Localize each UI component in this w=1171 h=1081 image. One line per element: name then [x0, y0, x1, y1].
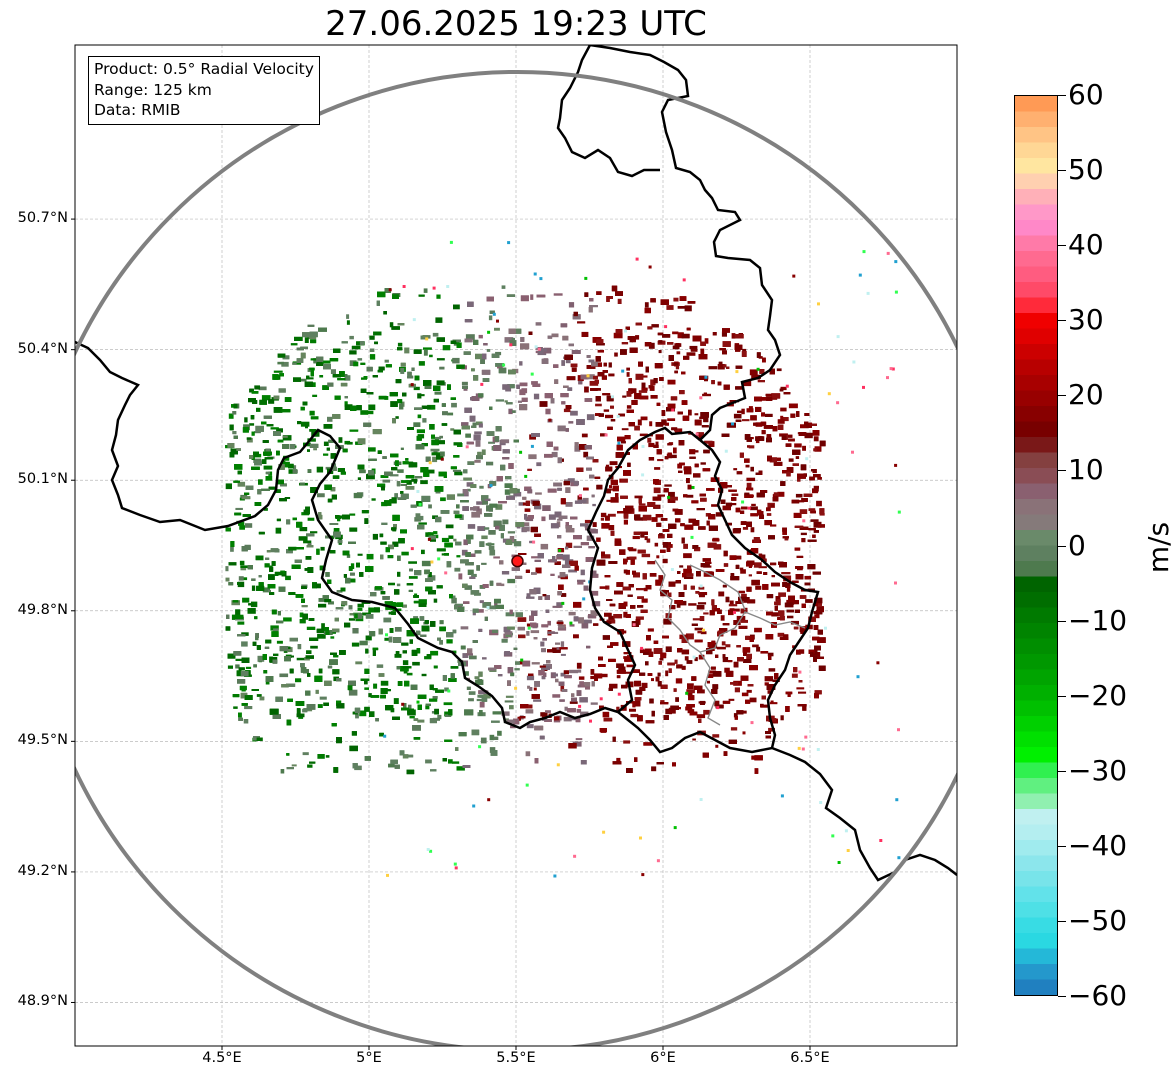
data-source-line: Data: RMIB — [94, 101, 181, 119]
colorbar-tick-label: 30 — [1068, 303, 1104, 337]
region-borders-luxembourg — [654, 559, 806, 726]
lon-tick-label: 5°E — [356, 1050, 382, 1066]
map-title: 27.06.2025 19:23 UTC — [325, 4, 707, 44]
colorbar-tick-label: 10 — [1068, 453, 1104, 487]
colorbar-tick-label: 60 — [1068, 78, 1104, 111]
colorbar-tick-label: −60 — [1068, 979, 1128, 1012]
colorbar-tick-label: 20 — [1068, 378, 1104, 412]
lon-tick-label: 5.5°E — [496, 1050, 536, 1066]
lat-tick-label: 50.7°N — [17, 210, 68, 227]
colorbar-tick-label: −20 — [1068, 678, 1128, 712]
border-luxembourg-germany — [699, 439, 820, 749]
colorbar-tick — [1058, 395, 1066, 397]
axis-ticks — [71, 218, 811, 1050]
colorbar-tick-label: 40 — [1068, 228, 1104, 262]
product-line: Product: 0.5° Radial Velocity — [94, 60, 314, 78]
colorbar-tick — [1058, 996, 1066, 997]
border-belgium-netherlands — [556, 45, 660, 178]
colorbar-tick-label: 50 — [1068, 153, 1104, 187]
border-france-germany — [617, 711, 957, 882]
lat-tick-label: 49.5°N — [17, 732, 68, 749]
lat-tick-label: 49.2°N — [17, 862, 68, 879]
colorbar-tick — [1058, 170, 1066, 172]
colorbar-tick — [1058, 95, 1066, 96]
colorbar-tick — [1058, 320, 1066, 322]
colorbar-tick-label: −40 — [1068, 828, 1128, 862]
colorbar-tick — [1058, 920, 1066, 922]
colorbar-tick-label: −30 — [1068, 753, 1128, 787]
border-germany-belgium — [589, 45, 782, 441]
border-belgium-france — [75, 340, 619, 730]
lon-tick-label: 4.5°E — [202, 1050, 242, 1066]
lat-tick-label: 48.9°N — [17, 993, 68, 1010]
colorbar-tick — [1058, 245, 1066, 247]
velocity-colorbar — [1014, 95, 1058, 996]
lon-tick-label: 6°E — [650, 1050, 676, 1066]
colorbar-unit-label: m/s — [1142, 521, 1171, 574]
product-info-box: Product: 0.5° Radial Velocity Range: 125… — [88, 56, 320, 125]
colorbar-tick — [1058, 620, 1066, 622]
colorbar-tick — [1058, 845, 1066, 847]
colorbar-tick-label: −50 — [1068, 903, 1128, 937]
lon-tick-label: 6.5°E — [790, 1050, 830, 1066]
lat-tick-label: 50.1°N — [17, 471, 68, 488]
colorbar-tick — [1058, 545, 1066, 547]
graticule-grid — [75, 45, 957, 1046]
lat-tick-label: 49.8°N — [17, 601, 68, 618]
lat-tick-label: 50.4°N — [17, 340, 68, 357]
border-luxembourg-west — [586, 426, 701, 713]
colorbar-tick-label: 0 — [1068, 528, 1086, 562]
colorbar-tick — [1058, 695, 1066, 697]
colorbar-tick — [1058, 770, 1066, 772]
radar-echoes — [225, 240, 901, 878]
range-line: Range: 125 km — [94, 80, 212, 99]
range-ring — [75, 70, 957, 1046]
radar-site-marker — [511, 554, 524, 568]
colorbar-tick-label: −10 — [1068, 603, 1128, 637]
colorbar-tick — [1058, 470, 1066, 472]
country-borders — [75, 45, 957, 882]
